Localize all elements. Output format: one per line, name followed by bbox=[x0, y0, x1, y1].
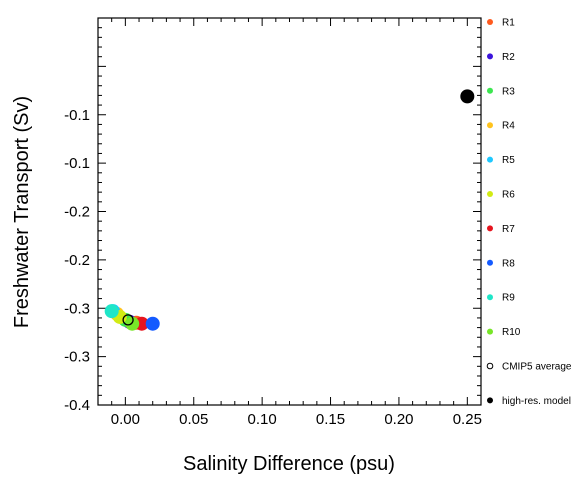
point-high-res-model bbox=[460, 89, 475, 104]
legend-label-r4: R4 bbox=[502, 121, 515, 132]
legend-marker-r4 bbox=[487, 122, 493, 129]
x-tick-label: 0.15 bbox=[316, 411, 345, 428]
y-tick-label: -0.2 bbox=[64, 252, 90, 269]
point-r7 bbox=[134, 316, 149, 331]
legend-marker-r8 bbox=[487, 259, 493, 266]
y-tick-label: -0.3 bbox=[64, 349, 90, 366]
legend-marker-r10 bbox=[487, 328, 493, 335]
x-tick-label: 0.00 bbox=[111, 411, 140, 428]
y-axis-title: Freshwater Transport (Sv) bbox=[11, 96, 33, 328]
legend-label-r2: R2 bbox=[502, 52, 515, 63]
x-tick-label: 0.25 bbox=[453, 411, 482, 428]
legend-marker-r9 bbox=[487, 294, 493, 301]
legend-marker-r5 bbox=[487, 156, 493, 163]
point-r8 bbox=[145, 316, 160, 331]
legend-marker-r6 bbox=[487, 191, 493, 197]
legend-label-r1: R1 bbox=[502, 18, 515, 29]
y-tick-label: -0.1 bbox=[64, 155, 90, 172]
legend-label-r7: R7 bbox=[502, 224, 515, 235]
legend-marker-high-res-model bbox=[487, 397, 493, 404]
legend-marker-r3 bbox=[487, 87, 493, 94]
legend-label-r9: R9 bbox=[502, 293, 515, 304]
y-tick-label: -0.2 bbox=[64, 204, 90, 221]
x-axis-title: Salinity Difference (psu) bbox=[183, 453, 395, 475]
legend: R1 R2 R3 R4 R5 R6 R7 R8 R9 R10 CMIP5 average high-r… bbox=[486, 18, 572, 407]
y-tick-label: -0.4 bbox=[64, 397, 90, 414]
legend-label-r6: R6 bbox=[502, 190, 515, 201]
legend-label-r8: R8 bbox=[502, 258, 515, 269]
x-tick-label: 0.05 bbox=[179, 411, 208, 428]
x-tick-label: 0.20 bbox=[384, 411, 413, 428]
legend-marker-r2 bbox=[487, 53, 493, 60]
legend-label-r3: R3 bbox=[502, 86, 515, 97]
legend-label-r10: R10 bbox=[502, 327, 521, 338]
legend-marker-r1 bbox=[487, 19, 493, 25]
point-cmip5-average bbox=[122, 314, 134, 326]
legend-marker-cmip5-average bbox=[486, 362, 494, 370]
legend-marker-r7 bbox=[487, 225, 493, 232]
data-points bbox=[104, 89, 475, 331]
x-tick-label: 0.10 bbox=[248, 411, 277, 428]
y-tick-label: -0.3 bbox=[64, 300, 90, 317]
axes: 0.00 0.05 0.10 0.15 0.20 0.25 -0.4 -0.3 -0.3 -0.2… bbox=[64, 17, 482, 428]
point-r9 bbox=[104, 304, 119, 319]
legend-label-r5: R5 bbox=[502, 155, 515, 166]
legend-label-high-res-model: high-res. model bbox=[502, 396, 571, 407]
plot-frame bbox=[97, 17, 482, 406]
y-tick-label: -0.1 bbox=[64, 107, 90, 124]
legend-label-cmip5-average: CMIP5 average bbox=[502, 362, 572, 373]
